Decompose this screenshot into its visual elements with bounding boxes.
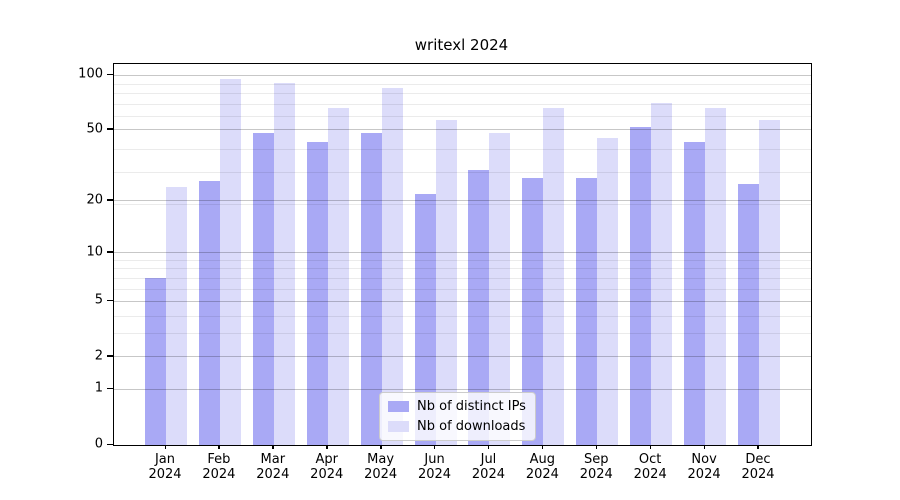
bar-ips-dec (737, 183, 759, 445)
x-tick-mark (649, 445, 652, 449)
bar-downloads-aug (543, 108, 565, 445)
x-tick-label: Jul 2024 (458, 452, 518, 482)
x-tick-mark (434, 445, 436, 449)
x-tick-label: Dec 2024 (728, 452, 788, 482)
x-tick-label: Jan 2024 (135, 452, 195, 482)
bars-layer (114, 64, 811, 445)
legend-label-downloads: Nb of downloads (417, 419, 526, 434)
chart-title: writexl 2024 (414, 36, 509, 54)
x-tick-month: Aug (529, 452, 556, 467)
bar-downloads-jan (166, 187, 187, 445)
bar-downloads-oct (651, 103, 673, 445)
y-tick-mark (107, 443, 113, 445)
bar-ips-aug (522, 177, 544, 445)
x-tick-year: 2024 (525, 467, 559, 482)
bar-ips-feb (198, 180, 220, 445)
x-tick-mark (380, 445, 382, 449)
x-tick-mark (703, 445, 705, 449)
x-tick-mark (164, 445, 166, 449)
legend-item-downloads: Nb of downloads (388, 419, 526, 434)
x-tick-label: Apr 2024 (297, 452, 357, 482)
y-tick-label: 5 (94, 292, 103, 308)
legend-label-ips: Nb of distinct IPs (417, 399, 526, 414)
x-tick-label: Sep 2024 (566, 452, 626, 482)
y-tick-mark (107, 251, 113, 253)
x-tick-month: Jul (480, 452, 497, 467)
x-tick-mark (326, 445, 328, 449)
x-tick-label: Jun 2024 (405, 452, 465, 482)
x-tick-label: May 2024 (351, 452, 411, 482)
bar-downloads-feb (219, 79, 241, 445)
y-tick-label: 10 (86, 244, 103, 260)
x-tick-label: Aug 2024 (512, 452, 572, 482)
y-tick-mark (107, 355, 113, 357)
x-tick-month: Nov (691, 452, 717, 467)
x-tick-year: 2024 (741, 467, 775, 482)
x-tick-mark (595, 445, 598, 449)
x-tick-year: 2024 (579, 467, 613, 482)
bar-ips-sep (576, 177, 598, 445)
x-tick-month: Mar (260, 452, 286, 467)
x-tick-year: 2024 (148, 467, 182, 482)
plot-area: Nb of distinct IPs Nb of downloads (113, 63, 812, 446)
bar-downloads-apr (327, 108, 349, 445)
y-tick-mark (107, 73, 113, 75)
bar-downloads-sep (597, 138, 619, 445)
bar-downloads-mar (273, 83, 295, 445)
y-tick-label: 100 (78, 66, 103, 82)
x-tick-year: 2024 (256, 467, 290, 482)
x-tick-mark (757, 445, 759, 449)
x-tick-year: 2024 (687, 467, 721, 482)
bar-downloads-nov (705, 108, 727, 445)
y-tick-label: 2 (94, 348, 103, 364)
x-tick-year: 2024 (364, 467, 398, 482)
x-tick-month: Apr (315, 452, 338, 467)
bar-ips-may (360, 133, 382, 445)
x-tick-label: Feb 2024 (189, 452, 249, 482)
bar-ips-mar (252, 133, 274, 445)
x-tick-year: 2024 (417, 467, 452, 482)
y-tick-label: 1 (94, 380, 103, 396)
bar-downloads-dec (758, 119, 780, 445)
bar-ips-oct (630, 126, 652, 445)
legend-swatch-downloads (388, 421, 409, 432)
x-tick-year: 2024 (471, 467, 505, 482)
x-tick-label: Oct 2024 (620, 452, 680, 482)
x-tick-mark (487, 445, 490, 449)
y-tick-mark (107, 299, 113, 302)
x-tick-month: Feb (207, 452, 231, 467)
x-tick-mark (272, 445, 274, 449)
x-tick-year: 2024 (202, 467, 236, 482)
x-tick-mark (218, 445, 220, 449)
y-tick-mark (107, 199, 113, 201)
x-tick-month: May (367, 452, 395, 467)
x-tick-label: Mar 2024 (243, 452, 303, 482)
legend-swatch-ips (388, 401, 409, 412)
bar-downloads-jul (489, 133, 511, 445)
y-tick-label: 50 (86, 121, 103, 137)
x-tick-year: 2024 (633, 467, 667, 482)
x-tick-year: 2024 (310, 467, 344, 482)
x-tick-month: Jun (424, 452, 445, 467)
y-tick-mark (107, 128, 113, 130)
y-tick-label: 20 (86, 192, 103, 208)
x-tick-month: Jan (154, 452, 176, 467)
y-tick-mark (107, 387, 113, 390)
bar-ips-apr (306, 141, 328, 445)
x-tick-month: Dec (745, 452, 771, 467)
y-tick-label: 0 (94, 436, 103, 452)
bar-ips-nov (684, 141, 706, 445)
bar-ips-jan (145, 278, 166, 445)
legend-item-distinct-ips: Nb of distinct IPs (388, 399, 526, 414)
x-tick-month: Sep (584, 452, 609, 467)
legend: Nb of distinct IPs Nb of downloads (379, 392, 536, 441)
bar-ips-jul (468, 169, 490, 445)
x-tick-mark (541, 445, 544, 449)
x-tick-label: Nov 2024 (674, 452, 734, 482)
bar-downloads-may (381, 87, 403, 445)
bar-ips-jun (414, 193, 436, 445)
bar-downloads-jun (435, 119, 457, 445)
x-tick-month: Oct (638, 452, 662, 467)
